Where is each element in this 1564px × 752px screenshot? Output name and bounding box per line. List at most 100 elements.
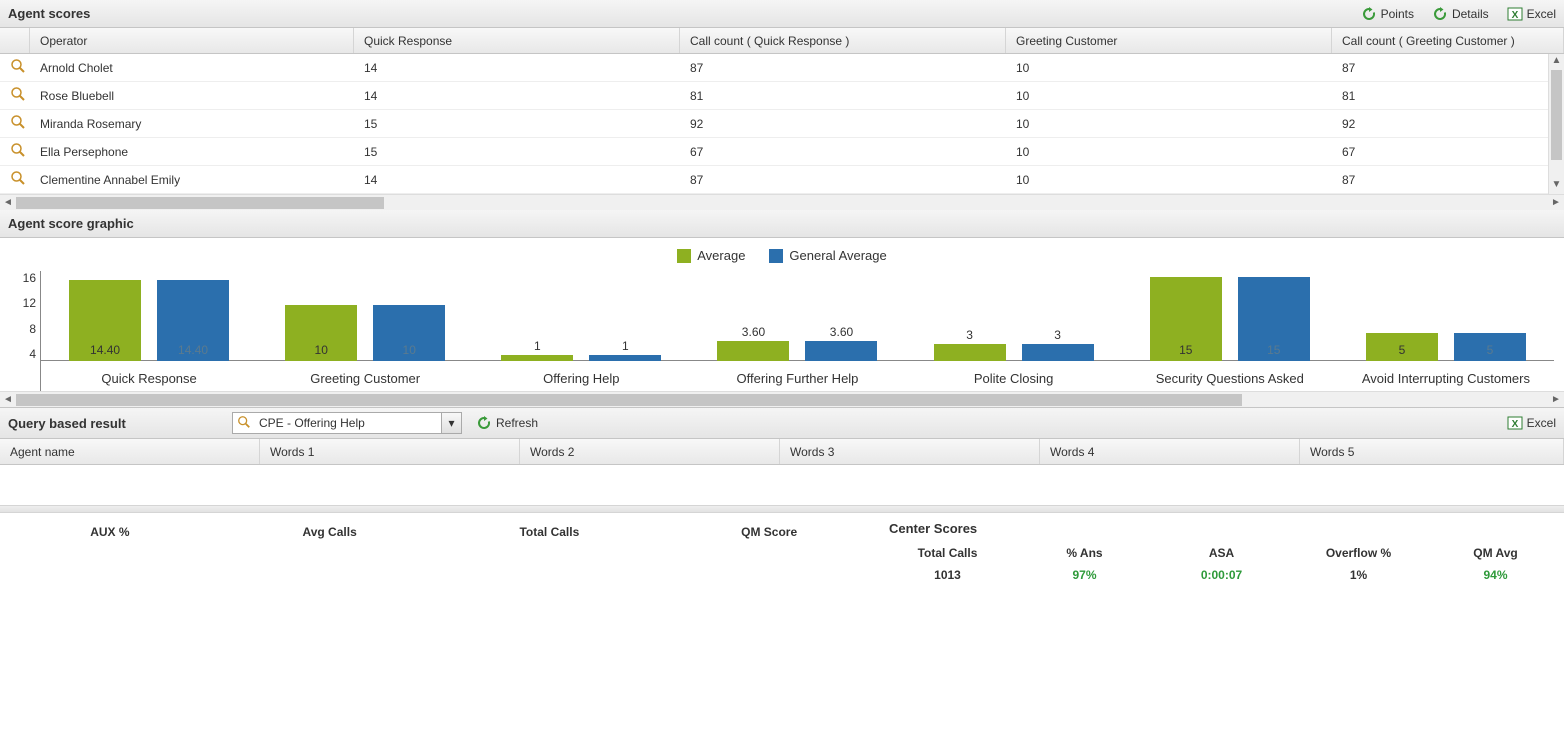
query-excel-button[interactable]: X Excel [1507,415,1556,431]
bar-general-average: 3.60 [805,341,877,361]
y-tick-label: 16 [23,271,36,285]
table-row[interactable]: Clementine Annabel Emily14871087 [0,166,1564,194]
bottom-left-stats: AUX % Avg Calls Total Calls QM Score [0,513,879,594]
query-combobox[interactable]: CPE - Offering Help ▾ [232,412,462,434]
col-call-count-gc[interactable]: Call count ( Greeting Customer ) [1332,28,1564,53]
bar-general-average: 14.40 [157,280,229,361]
table-row[interactable]: Miranda Rosemary15921092 [0,110,1564,138]
col-words-1[interactable]: Words 1 [260,439,520,464]
search-icon [10,86,26,102]
table-row[interactable]: Rose Bluebell14811081 [0,82,1564,110]
cell-call-count-gc: 87 [1332,173,1564,187]
y-tick-label: 12 [23,296,36,310]
hscroll-thumb[interactable] [16,394,1242,406]
cell-greeting-customer: 10 [1006,173,1332,187]
query-column-headers: Agent name Words 1 Words 2 Words 3 Words… [0,439,1564,465]
agent-scores-header: Agent scores Points Details X Excel [0,0,1564,28]
header-overflow: Overflow % [1290,542,1427,564]
table-row[interactable]: Ella Persephone15671067 [0,138,1564,166]
hscroll-track[interactable] [16,394,1548,406]
bar-general-average: 3 [1022,344,1094,361]
col-words-3[interactable]: Words 3 [780,439,1040,464]
chart-bar-pair: 55 [1366,271,1526,361]
hscroll-thumb[interactable] [16,197,384,209]
excel-icon: X [1507,6,1523,22]
vscroll-thumb[interactable] [1551,70,1562,160]
header-asa: ASA [1153,542,1290,564]
header-qm-score: QM Score [659,521,879,543]
chevron-down-icon[interactable]: ▾ [441,413,461,433]
chart-body: 161284 14.4014.40Quick Response1010Greet… [10,271,1554,391]
legend-general-average-label: General Average [789,248,886,263]
query-header: Query based result CPE - Offering Help ▾… [0,407,1564,439]
bar-value-label: 3.60 [830,325,853,339]
agent-scores-hscroll[interactable]: ◄ ► [0,194,1564,210]
col-quick-response[interactable]: Quick Response [354,28,680,53]
scroll-right-arrow-icon[interactable]: ► [1548,394,1564,405]
bar-value-label: 3 [966,328,973,342]
scroll-right-arrow-icon[interactable]: ► [1548,197,1564,208]
scroll-down-arrow-icon[interactable]: ▼ [1549,178,1564,194]
bar-average: 3.60 [717,341,789,361]
bar-value-label: 5 [1487,343,1494,357]
bar-average: 3 [934,344,1006,361]
details-button[interactable]: Details [1432,6,1489,22]
chart-plot: 14.4014.40Quick Response1010Greeting Cus… [40,271,1554,391]
points-button[interactable]: Points [1361,6,1414,22]
col-operator[interactable]: Operator [30,28,354,53]
chart-group: 14.4014.40Quick Response [41,271,257,391]
cell-greeting-customer: 10 [1006,61,1332,75]
search-icon [10,142,26,158]
scroll-up-arrow-icon[interactable]: ▲ [1549,54,1564,70]
col-call-count-qr[interactable]: Call count ( Quick Response ) [680,28,1006,53]
hscroll-track[interactable] [16,197,1548,209]
scroll-left-arrow-icon[interactable]: ◄ [0,197,16,208]
bar-value-label: 10 [315,343,328,357]
chart-group: 33Polite Closing [906,271,1122,391]
bar-rect [501,355,573,361]
scroll-left-arrow-icon[interactable]: ◄ [0,394,16,405]
row-magnify-button[interactable] [0,170,30,189]
spacer-bar [0,505,1564,513]
bar-value-label: 14.40 [90,343,120,357]
chart-group-label: Offering Help [543,371,619,391]
query-title: Query based result [8,416,218,431]
cell-call-count-qr: 92 [680,117,1006,131]
col-greeting-customer[interactable]: Greeting Customer [1006,28,1332,53]
details-label: Details [1452,7,1489,21]
cell-greeting-customer: 10 [1006,145,1332,159]
row-magnify-button[interactable] [0,58,30,77]
center-scores-title: Center Scores [879,521,1564,542]
agent-scores-rows: Arnold Cholet14871087Rose Bluebell148110… [0,54,1564,194]
cell-quick-response: 15 [354,145,680,159]
row-magnify-button[interactable] [0,86,30,105]
chart-legend: Average General Average [10,248,1554,263]
cell-operator: Clementine Annabel Emily [30,173,354,187]
value-total-calls: 1013 [879,564,1016,586]
svg-text:X: X [1511,10,1518,21]
bar-average: 15 [1150,277,1222,361]
row-magnify-button[interactable] [0,114,30,133]
col-words-2[interactable]: Words 2 [520,439,780,464]
refresh-button[interactable]: Refresh [476,415,538,431]
bar-rect [589,355,661,361]
bar-rect [934,344,1006,361]
legend-swatch-average [677,249,691,263]
bar-value-label: 14.40 [178,343,208,357]
header-aux: AUX % [0,521,220,543]
col-words-4[interactable]: Words 4 [1040,439,1300,464]
bar-value-label: 10 [403,343,416,357]
col-agent-name[interactable]: Agent name [0,439,260,464]
chart-hscroll[interactable]: ◄ ► [0,391,1564,407]
agent-scores-vscroll[interactable]: ▲▼ [1548,54,1564,194]
table-row[interactable]: Arnold Cholet14871087 [0,54,1564,82]
points-label: Points [1381,7,1414,21]
chart-group: 55Avoid Interrupting Customers [1338,271,1554,391]
col-words-5[interactable]: Words 5 [1300,439,1564,464]
excel-button[interactable]: X Excel [1507,6,1556,22]
col-magnify [0,28,30,53]
cell-quick-response: 14 [354,61,680,75]
row-magnify-button[interactable] [0,142,30,161]
chart-bar-pair: 33 [934,271,1094,361]
search-icon [10,114,26,130]
